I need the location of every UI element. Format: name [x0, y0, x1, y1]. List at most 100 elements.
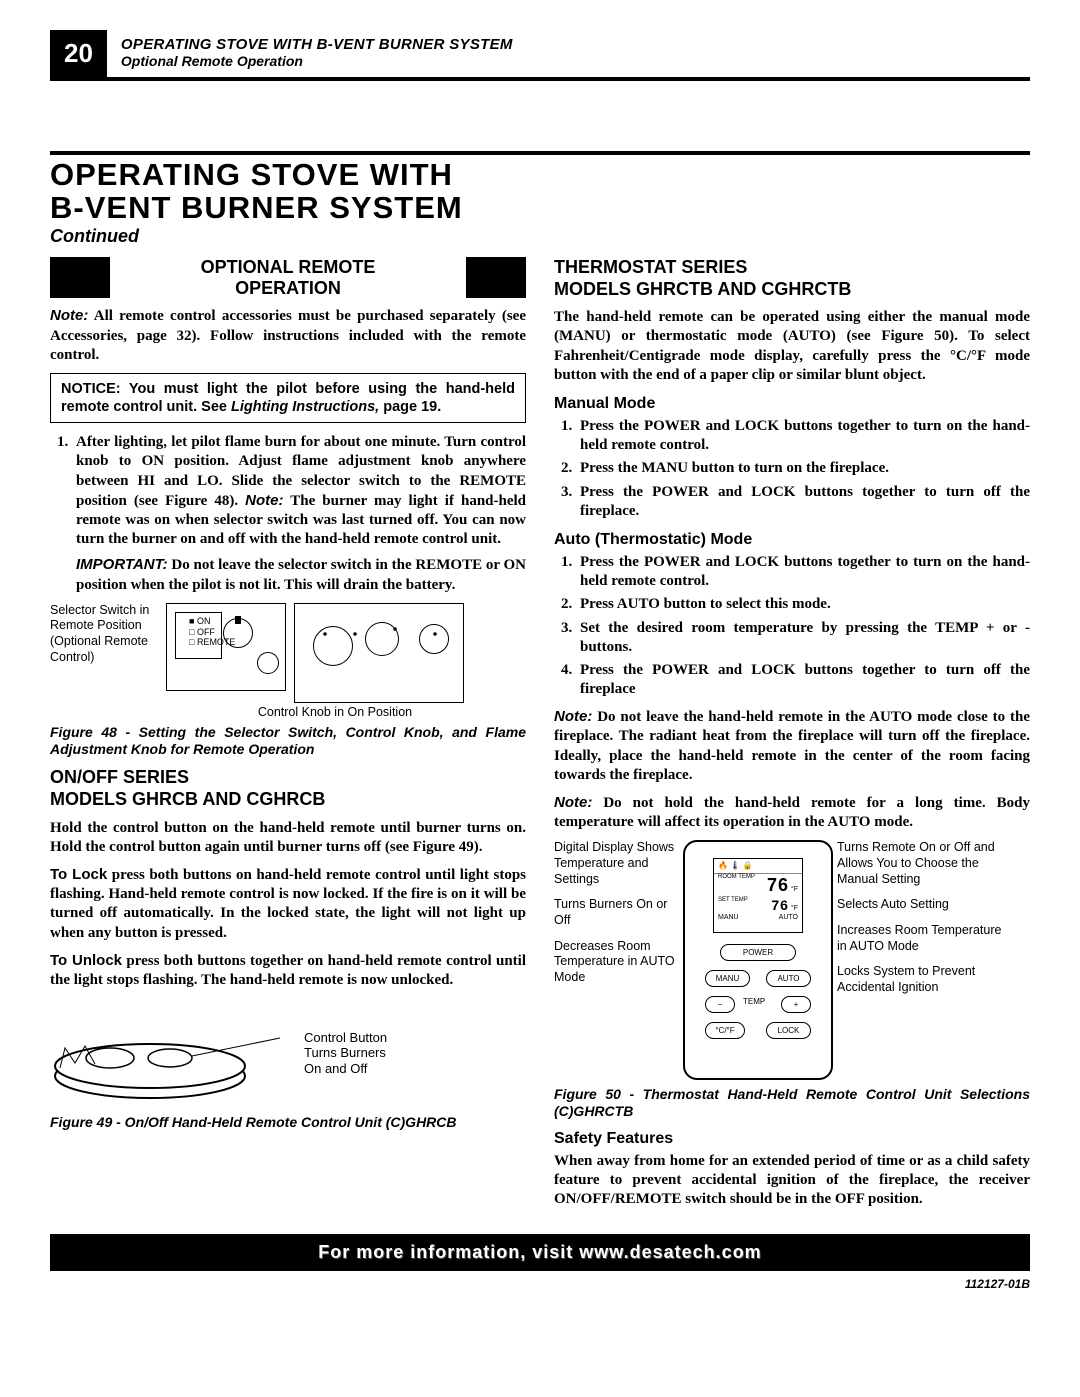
plus-button: +: [781, 996, 811, 1013]
figure-50-caption: Figure 50 - Thermostat Hand-Held Remote …: [554, 1086, 1030, 1120]
manu-button: MANU: [705, 970, 750, 987]
to-unlock-lead: To Unlock: [50, 952, 122, 969]
temp-label: TEMP: [743, 997, 765, 1007]
fig50-left-1: Digital Display Shows Temperature and Se…: [554, 840, 679, 887]
figure-50-left-labels: Digital Display Shows Temperature and Se…: [554, 840, 679, 1080]
knob-icon: [223, 618, 253, 648]
page-number: 20: [50, 30, 107, 77]
screen-set: SET TEMP: [718, 897, 748, 915]
manual-step-2: Press the MANU button to turn on the fir…: [576, 459, 1030, 478]
manual-step-1: Press the POWER and LOCK buttons togethe…: [576, 417, 1030, 455]
main-title: OPERATING STOVE WITH B-VENT BURNER SYSTE…: [50, 159, 1030, 224]
step1-note-lead: Note:: [245, 492, 283, 509]
notice-text2: page 19.: [379, 399, 441, 415]
onoff-heading-line2: MODELS GHRCB AND CGHRCB: [50, 789, 325, 809]
thermo-intro: The hand-held remote can be operated usi…: [554, 308, 1030, 385]
onoff-p3: To Unlock press both buttons together on…: [50, 951, 526, 990]
figure-48-diagrams: ■ ON □ OFF □ REMOTE Control Knob in On P…: [166, 603, 464, 720]
page-header: 20 OPERATING STOVE WITH B-VENT BURNER SY…: [50, 30, 1030, 81]
cf-button: °C/°F: [705, 1022, 745, 1039]
onoff-heading: ON/OFF SERIES MODELS GHRCB AND CGHRCB: [50, 767, 526, 810]
onoff-p1-text: Hold the control button on the hand-held…: [50, 820, 526, 855]
knob-icon: [257, 652, 279, 674]
screen-unit2: °F: [791, 905, 798, 912]
notice-ital: Lighting Instructions,: [231, 399, 379, 415]
screen-temp1: 76: [767, 875, 789, 895]
thermo-heading-line2: MODELS GHRCTB AND CGHRCTB: [554, 279, 851, 299]
fig50-right-2: Selects Auto Setting: [837, 897, 1002, 913]
footer-bar: For more information, visit www.desatech…: [50, 1234, 1030, 1271]
notice-box: NOTICE: You must light the pilot before …: [50, 373, 526, 423]
figure-50-right-labels: Turns Remote On or Off and Allows You to…: [837, 840, 1002, 1080]
remote-body-diagram: 🔥 🌡 🔒 ROOM TEMP76 °F SET TEMP76 °F MANUA…: [683, 840, 833, 1080]
selector-switch-diagram: ■ ON □ OFF □ REMOTE: [166, 603, 286, 691]
fig49-label-2: Turns Burners: [304, 1045, 387, 1061]
auto-step-4: Press the POWER and LOCK buttons togethe…: [576, 661, 1030, 699]
figure-48: Selector Switch in Remote Position (Opti…: [50, 603, 526, 720]
optional-remote-heading-row: OPTIONAL REMOTE OPERATION: [50, 257, 526, 298]
document-id: 112127-01B: [50, 1277, 1030, 1291]
figure-50: Digital Display Shows Temperature and Se…: [554, 840, 1030, 1080]
note-lead: Note:: [50, 307, 88, 324]
fig50-left-2: Turns Burners On or Off: [554, 897, 679, 928]
divider: [50, 151, 1030, 155]
screen-temp2: 76: [771, 897, 789, 913]
content-columns: OPTIONAL REMOTE OPERATION Note: All remo…: [50, 257, 1030, 1217]
note2-lead: Note:: [554, 708, 592, 725]
onoff-p2-text: press both buttons on hand-held remote c…: [50, 867, 526, 941]
onoff-p3-text: press both buttons together on hand-held…: [50, 953, 526, 988]
to-lock-lead: To Lock: [50, 866, 107, 883]
optional-remote-heading: OPTIONAL REMOTE OPERATION: [110, 257, 466, 298]
thermo-note3: Note: Do not hold the hand-held remote f…: [554, 793, 1030, 832]
main-title-line2: B-VENT BURNER SYSTEM: [50, 192, 1030, 225]
thermo-note2: Note: Do not leave the hand-held remote …: [554, 707, 1030, 785]
heading-block-left: [50, 257, 110, 298]
screen-auto: AUTO: [779, 914, 798, 923]
onoff-p2: To Lock press both buttons on hand-held …: [50, 865, 526, 943]
heading-line1: OPTIONAL REMOTE: [118, 257, 458, 278]
thermostat-heading: THERMOSTAT SERIES MODELS GHRCTB AND CGHR…: [554, 257, 1030, 300]
fig50-left-3: Decreases Room Temperature in AUTO Mode: [554, 939, 679, 986]
figure-48-side-label: Selector Switch in Remote Position (Opti…: [50, 603, 160, 666]
left-column: OPTIONAL REMOTE OPERATION Note: All remo…: [50, 257, 526, 1217]
note-paragraph: Note: All remote control accessories mus…: [50, 306, 526, 365]
screen-manu: MANU: [718, 914, 739, 923]
onoff-heading-line1: ON/OFF SERIES: [50, 767, 189, 787]
note3-text: Do not hold the hand-held remote for a l…: [554, 795, 1030, 830]
figure-49: Control Button Turns Burners On and Off: [50, 998, 526, 1108]
main-title-line1: OPERATING STOVE WITH: [50, 159, 1030, 192]
screen-unit1: °F: [791, 886, 798, 893]
switch-on: ON: [197, 616, 211, 626]
fig50-right-3: Increases Room Temperature in AUTO Mode: [837, 923, 1002, 954]
fig49-label-3: On and Off: [304, 1061, 387, 1077]
header-titles: OPERATING STOVE WITH B-VENT BURNER SYSTE…: [107, 30, 513, 77]
fig50-right-4: Locks System to Prevent Accidental Ignit…: [837, 964, 1002, 995]
switch-off: OFF: [197, 627, 215, 637]
remote-icon: [50, 998, 290, 1108]
fig49-label-1: Control Button: [304, 1030, 387, 1046]
auto-button: AUTO: [766, 970, 811, 987]
fig50-right-1: Turns Remote On or Off and Allows You to…: [837, 840, 1002, 887]
manual-mode-heading: Manual Mode: [554, 395, 1030, 413]
remote-screen: 🔥 🌡 🔒 ROOM TEMP76 °F SET TEMP76 °F MANUA…: [713, 858, 803, 933]
note2-text: Do not leave the hand-held remote in the…: [554, 709, 1030, 783]
manual-mode-steps: Press the POWER and LOCK buttons togethe…: [554, 417, 1030, 521]
figure-49-label: Control Button Turns Burners On and Off: [304, 1030, 387, 1077]
auto-mode-heading: Auto (Thermostatic) Mode: [554, 531, 1030, 549]
note3-lead: Note:: [554, 794, 592, 811]
header-title: OPERATING STOVE WITH B-VENT BURNER SYSTE…: [121, 36, 513, 53]
onoff-p1: Hold the control button on the hand-held…: [50, 819, 526, 857]
figure-49-caption: Figure 49 - On/Off Hand-Held Remote Cont…: [50, 1114, 526, 1131]
safety-text-content: When away from home for an extended peri…: [554, 1153, 1030, 1207]
important-lead: IMPORTANT:: [76, 556, 168, 573]
thermo-heading-line1: THERMOSTAT SERIES: [554, 257, 747, 277]
power-button: POWER: [720, 944, 796, 961]
remote-steps: After lighting, let pilot flame burn for…: [50, 433, 526, 595]
auto-step-1: Press the POWER and LOCK buttons togethe…: [576, 553, 1030, 591]
figure-48-caption: Figure 48 - Setting the Selector Switch,…: [50, 724, 526, 758]
heading-block-right: [466, 257, 526, 298]
figure-48-knob-label: Control Knob in On Position: [206, 705, 464, 720]
auto-step-2: Press AUTO button to select this mode.: [576, 595, 1030, 614]
minus-button: −: [705, 996, 735, 1013]
valve-diagram: [294, 603, 464, 703]
